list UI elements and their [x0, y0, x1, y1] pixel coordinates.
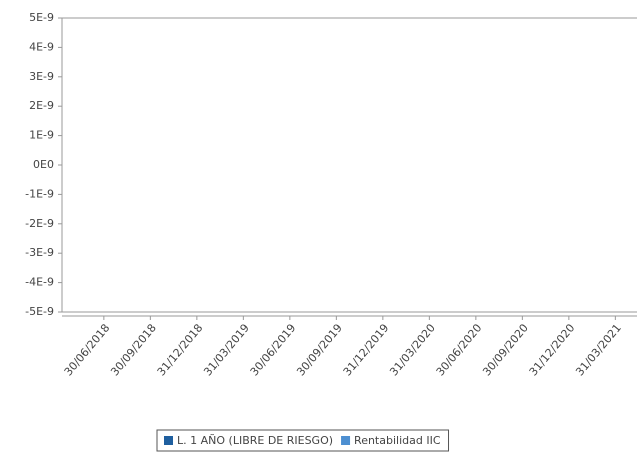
plot-area — [61, 17, 637, 313]
y-tick-label: 2E-9 — [29, 99, 54, 112]
legend-box — [156, 429, 450, 452]
y-tick-label: -4E-9 — [25, 276, 54, 289]
y-tick-label: -1E-9 — [25, 187, 54, 200]
y-tick-label: 1E-9 — [29, 129, 54, 142]
y-tick-label: 3E-9 — [29, 70, 54, 83]
y-tick-label: 5E-9 — [29, 11, 54, 24]
y-tick-label: 0E0 — [33, 158, 54, 171]
legend-label: L. 1 AÑO (LIBRE DE RIESGO) — [177, 434, 333, 447]
y-tick-label: -2E-9 — [25, 217, 54, 230]
legend-swatch — [164, 436, 173, 445]
y-tick-label: -3E-9 — [25, 246, 54, 259]
legend-label: Rentabilidad IIC — [354, 434, 441, 447]
y-tick-label: -5E-9 — [25, 305, 54, 318]
y-tick-label: 4E-9 — [29, 40, 54, 53]
legend: L. 1 AÑO (LIBRE DE RIESGO) Rentabilidad I… — [156, 429, 450, 452]
legend-swatch — [341, 436, 351, 445]
